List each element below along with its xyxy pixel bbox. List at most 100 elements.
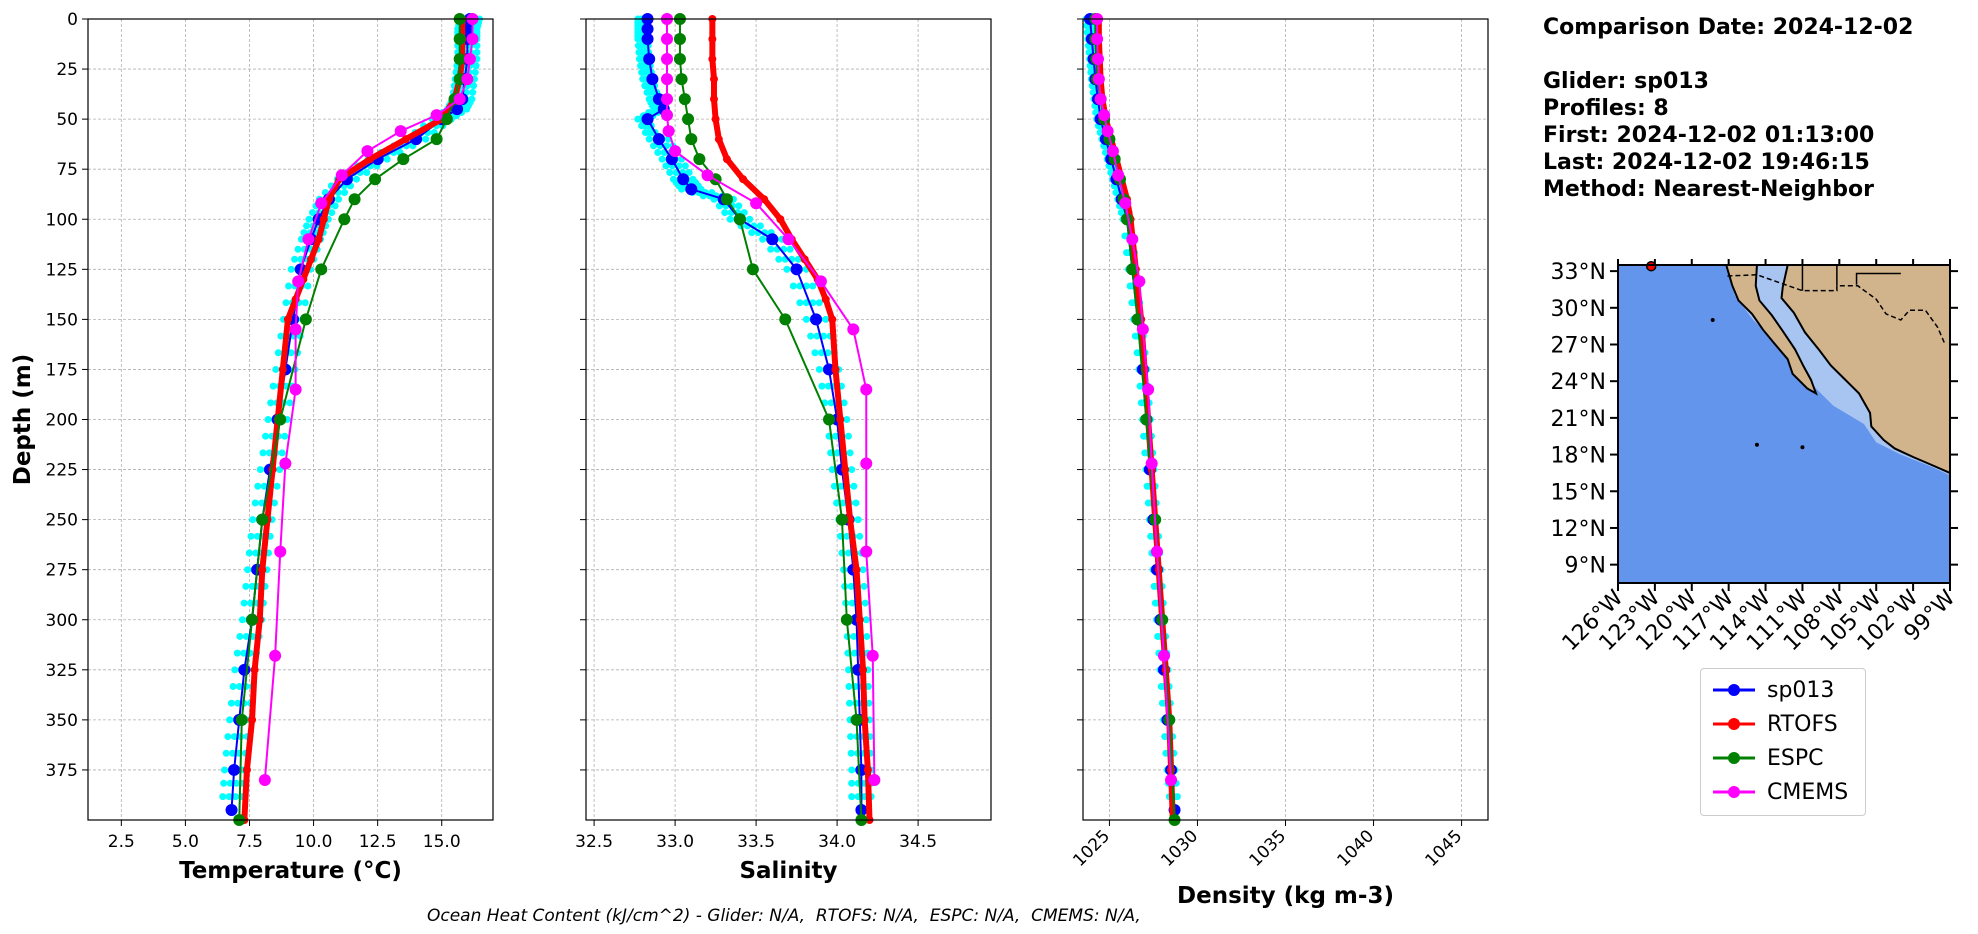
series-point-cmems — [662, 125, 675, 138]
profile-point — [305, 215, 313, 223]
series-point-rtofs — [831, 365, 840, 374]
lat-label: 33°N — [1551, 260, 1606, 285]
profile-point — [650, 142, 657, 150]
series-point-cmems — [1150, 545, 1163, 558]
series-point-rtofs — [401, 135, 410, 144]
profile-point — [335, 195, 343, 203]
profile-point — [815, 299, 823, 307]
y-tick-label: 375 — [46, 761, 78, 781]
series-point-espc — [256, 513, 269, 526]
series-point-rtofs — [283, 315, 292, 324]
profile-point — [303, 222, 311, 230]
profile-point — [824, 382, 832, 390]
lat-label: 27°N — [1551, 334, 1606, 359]
series-point-cmems — [782, 233, 795, 246]
mexico-land — [1780, 264, 1951, 475]
profile-point — [469, 88, 477, 96]
profile-point — [235, 683, 243, 690]
series-point-espc — [1163, 713, 1176, 726]
profile-point — [383, 155, 391, 163]
series-point-espc — [315, 263, 328, 276]
x-tick-label: 12.5 — [359, 832, 397, 852]
profile-point — [224, 733, 232, 741]
profile-point — [748, 229, 756, 237]
series-point-cmems — [453, 93, 466, 106]
profile-point — [463, 105, 471, 113]
x-tick-label: 34.5 — [899, 832, 937, 852]
series-point-cmems — [1165, 773, 1178, 786]
series-point-sp013 — [643, 53, 656, 66]
legend-marker-rtofs — [1713, 718, 1755, 730]
series-point-cmems — [750, 197, 763, 210]
profile-point — [353, 175, 361, 183]
legend-label: RTOFS — [1767, 711, 1838, 737]
x-axis-label: Density (kg m-3) — [1177, 883, 1394, 909]
panel-1: 2.5 5.0 7.5 10.0 12.5 15.0 0 25 50 75 100 125 150 175… — [10, 10, 494, 884]
series-point-sp013 — [810, 313, 823, 326]
series-point-cmems — [860, 383, 873, 396]
series-point-cmems — [315, 197, 328, 210]
profile-point — [229, 683, 237, 690]
profile-point — [262, 432, 270, 440]
x-tick-label: 15.0 — [423, 832, 461, 852]
series-point-cmems — [669, 145, 682, 158]
profile-point — [470, 82, 478, 90]
series-point-cmems — [661, 93, 673, 106]
series-point-espc — [675, 73, 688, 86]
series-point-sp013 — [641, 113, 654, 126]
series-point-rtofs — [855, 615, 864, 624]
series-point-espc — [682, 113, 695, 126]
profile-point — [328, 209, 336, 217]
profile-point — [817, 349, 825, 357]
series-point-espc — [678, 93, 691, 106]
series-point-rtofs — [846, 515, 855, 524]
profile-point — [846, 699, 854, 707]
series-point-cmems — [1106, 145, 1119, 158]
series-point-cmems — [661, 109, 673, 122]
profile-point — [864, 683, 872, 690]
profile-count: Profiles: 8 — [1543, 96, 1669, 121]
series-point-cmems — [335, 169, 348, 182]
profile-point — [242, 582, 250, 590]
lat-label: 18°N — [1551, 444, 1606, 469]
profile-point — [775, 255, 783, 263]
series-point-rtofs — [714, 135, 723, 144]
profile-point — [341, 189, 349, 197]
x-tick-label: 1035 — [1245, 826, 1290, 871]
last-time: Last: 2024-12-02 19:46:15 — [1543, 150, 1870, 175]
profile-point — [1173, 793, 1181, 801]
profile-point — [331, 202, 339, 210]
profile-point — [260, 482, 268, 490]
profile-point — [256, 466, 264, 474]
island — [1800, 445, 1805, 450]
series-point-rtofs — [319, 215, 328, 224]
glider-name: Glider: sp013 — [1543, 69, 1709, 94]
series-point-cmems — [1098, 109, 1111, 122]
y-tick-label: 300 — [46, 611, 78, 631]
profile-point — [818, 382, 826, 390]
x-tick-label: 1040 — [1334, 826, 1379, 871]
profile-point — [272, 365, 280, 373]
series-point-cmems — [1133, 275, 1146, 288]
y-tick-label: 350 — [46, 711, 78, 731]
profile-point — [473, 48, 481, 56]
series-point-rtofs — [250, 665, 259, 674]
profile-point — [848, 779, 856, 787]
series-point-espc — [338, 213, 351, 226]
profile-point — [830, 482, 838, 490]
y-tick-label: 75 — [56, 160, 78, 180]
island — [1754, 442, 1759, 447]
profile-point — [845, 683, 853, 690]
profile-point — [301, 299, 309, 307]
profile-point — [844, 432, 852, 440]
series-point-espc — [246, 613, 259, 626]
profile-point — [856, 532, 864, 540]
y-tick-label: 150 — [46, 310, 78, 330]
series-point-espc — [850, 713, 863, 726]
profile-point — [721, 209, 729, 217]
series-point-cmems — [302, 233, 315, 246]
profile-point — [363, 169, 371, 177]
series-point-rtofs — [708, 55, 717, 64]
series-point-espc — [453, 33, 466, 46]
series-point-sp013 — [646, 73, 659, 86]
